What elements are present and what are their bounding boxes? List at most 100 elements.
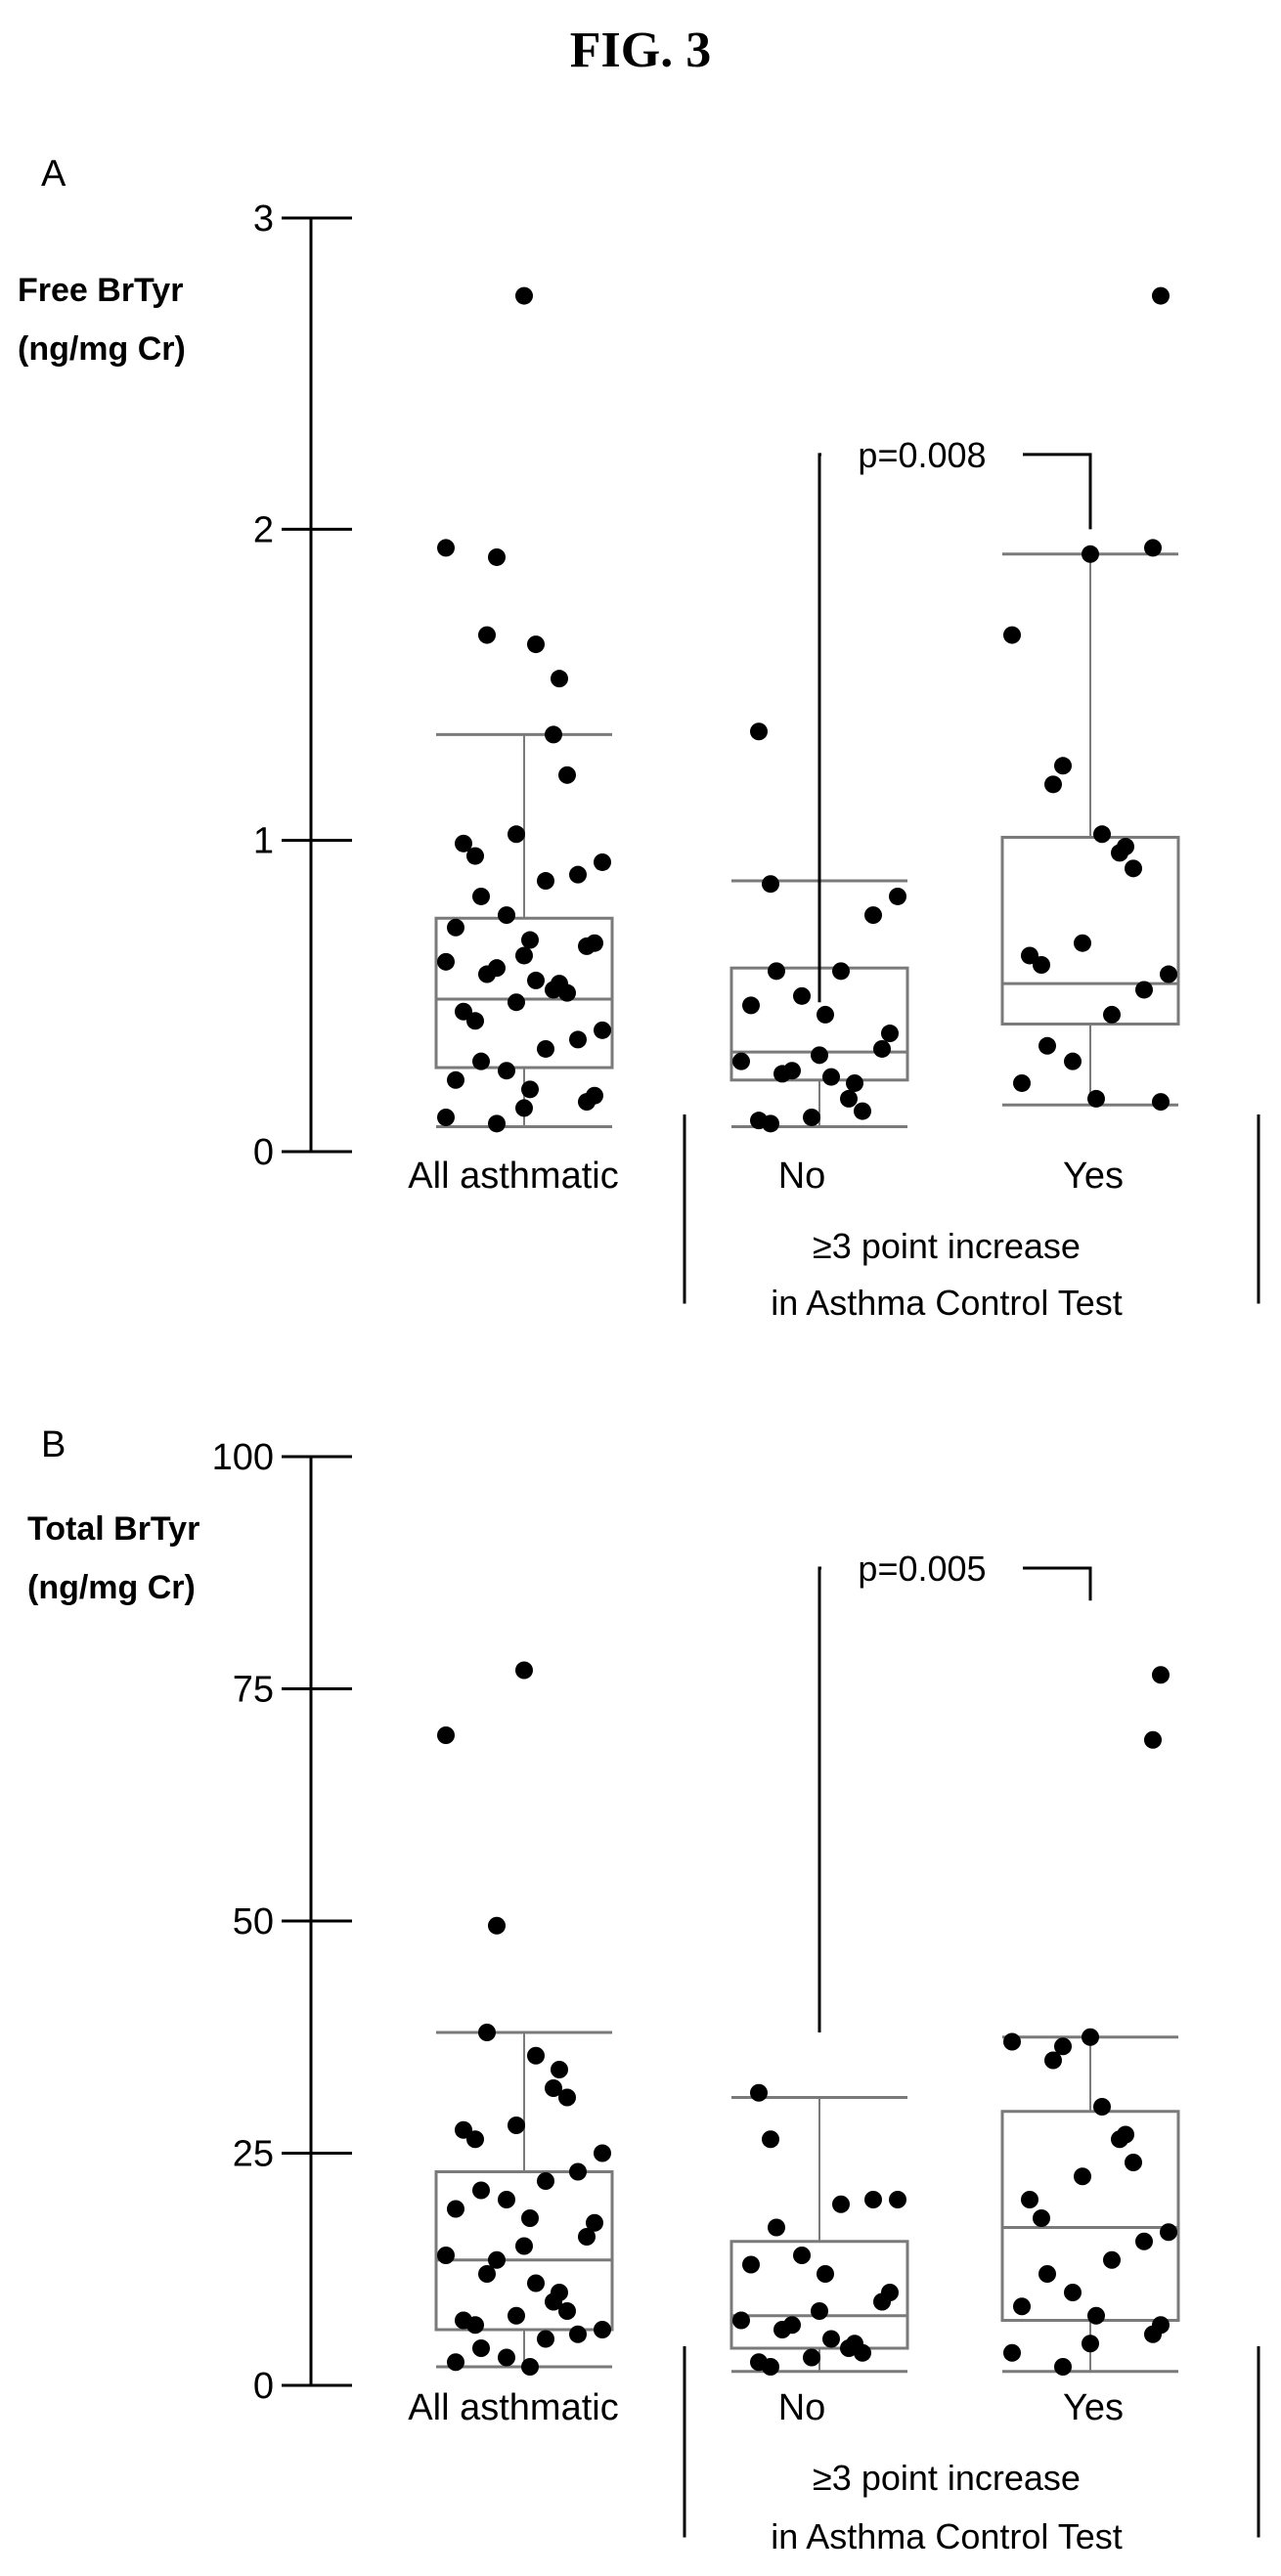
data-point (558, 765, 576, 784)
data-point (864, 906, 882, 925)
category-label-no: No (778, 2387, 826, 2428)
significance-bracket-right (1023, 1566, 1092, 1601)
data-point (873, 2292, 891, 2311)
y-tick-label: 1 (253, 821, 274, 862)
data-point (437, 952, 455, 971)
data-point (466, 847, 484, 865)
significance-bracket-left (817, 453, 821, 1003)
data-point (1152, 1093, 1170, 1112)
data-point (832, 2195, 850, 2213)
data-point (1013, 2297, 1031, 2316)
data-point (558, 2302, 576, 2320)
data-point (527, 2274, 545, 2292)
data-point (773, 1065, 791, 1083)
data-point (1038, 2265, 1056, 2283)
y-axis-label-line2: (ng/mg Cr) (18, 330, 186, 368)
data-point (1160, 965, 1177, 983)
data-point (1054, 2358, 1072, 2376)
category-label-all-asthmatic: All asthmatic (408, 1156, 618, 1197)
data-point (773, 2321, 791, 2338)
data-point (437, 539, 455, 557)
data-point (1111, 844, 1128, 862)
group-bracket-label-line1: ≥3 point increase (813, 1226, 1081, 1266)
data-point (864, 2191, 882, 2208)
data-point (762, 2130, 779, 2149)
data-point (537, 872, 554, 891)
data-point (732, 1052, 750, 1070)
data-point (1082, 2335, 1099, 2353)
data-point (1093, 825, 1111, 844)
iqr-box (729, 2240, 909, 2350)
data-point (1064, 1052, 1082, 1070)
data-point (527, 2046, 545, 2065)
data-point (1003, 2343, 1021, 2362)
data-point (1135, 2232, 1153, 2250)
data-point (578, 1093, 596, 1112)
data-point (1087, 2306, 1105, 2325)
data-point (854, 2343, 871, 2362)
data-point (472, 2339, 490, 2357)
y-axis-label-line2: (ng/mg Cr) (27, 1569, 196, 1606)
data-point (762, 1114, 779, 1133)
data-point (1135, 981, 1153, 999)
data-point (472, 887, 490, 905)
data-point (466, 2316, 484, 2335)
data-point (508, 993, 525, 1012)
y-tick-label: 0 (253, 2366, 274, 2407)
data-point (437, 1108, 455, 1126)
data-point (498, 1062, 515, 1080)
data-point (768, 2218, 785, 2237)
data-point (437, 2247, 455, 2264)
y-tick-label: 100 (212, 1437, 274, 1478)
data-point (822, 2330, 840, 2348)
data-point (472, 1052, 490, 1070)
data-point (811, 1046, 828, 1065)
data-point (545, 2079, 562, 2097)
data-point (817, 2265, 834, 2283)
data-point (793, 986, 811, 1005)
data-point (527, 635, 545, 654)
data-point (498, 2191, 515, 2208)
group-bracket-left (683, 2346, 686, 2538)
y-tick-label: 2 (253, 509, 274, 550)
significance-label: p=0.008 (858, 435, 986, 475)
data-point (498, 906, 515, 925)
data-point (551, 2061, 568, 2078)
data-point (455, 1002, 472, 1021)
data-point (594, 2321, 611, 2338)
data-point (1054, 2037, 1072, 2056)
data-point (478, 965, 496, 983)
data-point (1125, 2154, 1142, 2171)
data-point (750, 722, 768, 741)
data-point (1082, 545, 1099, 563)
data-point (1044, 2051, 1062, 2070)
category-label-all-asthmatic: All asthmatic (408, 2387, 618, 2428)
data-point (558, 2088, 576, 2107)
data-point (1074, 934, 1091, 952)
data-point (455, 2120, 472, 2139)
data-point (498, 2348, 515, 2367)
y-axis-label-line1: Total BrTyr (27, 1510, 199, 1548)
data-point (811, 2302, 828, 2320)
data-point (873, 1039, 891, 1058)
data-point (742, 996, 760, 1015)
data-point (515, 286, 533, 305)
data-point (558, 983, 576, 1002)
data-point (569, 2162, 587, 2181)
data-point (569, 1030, 587, 1049)
data-point (840, 1089, 858, 1108)
data-point (793, 2247, 811, 2264)
data-point (488, 1114, 506, 1133)
data-point (822, 1068, 840, 1086)
data-point (803, 1108, 820, 1126)
data-point (1003, 626, 1021, 644)
data-point (437, 1726, 455, 1744)
data-point (1152, 286, 1170, 305)
data-point (586, 2213, 603, 2232)
data-point (803, 2348, 820, 2367)
group-bracket-label-line1: ≥3 point increase (813, 2458, 1081, 2498)
data-point (508, 825, 525, 844)
iqr-box (1000, 835, 1180, 1026)
data-point (1003, 2032, 1021, 2051)
